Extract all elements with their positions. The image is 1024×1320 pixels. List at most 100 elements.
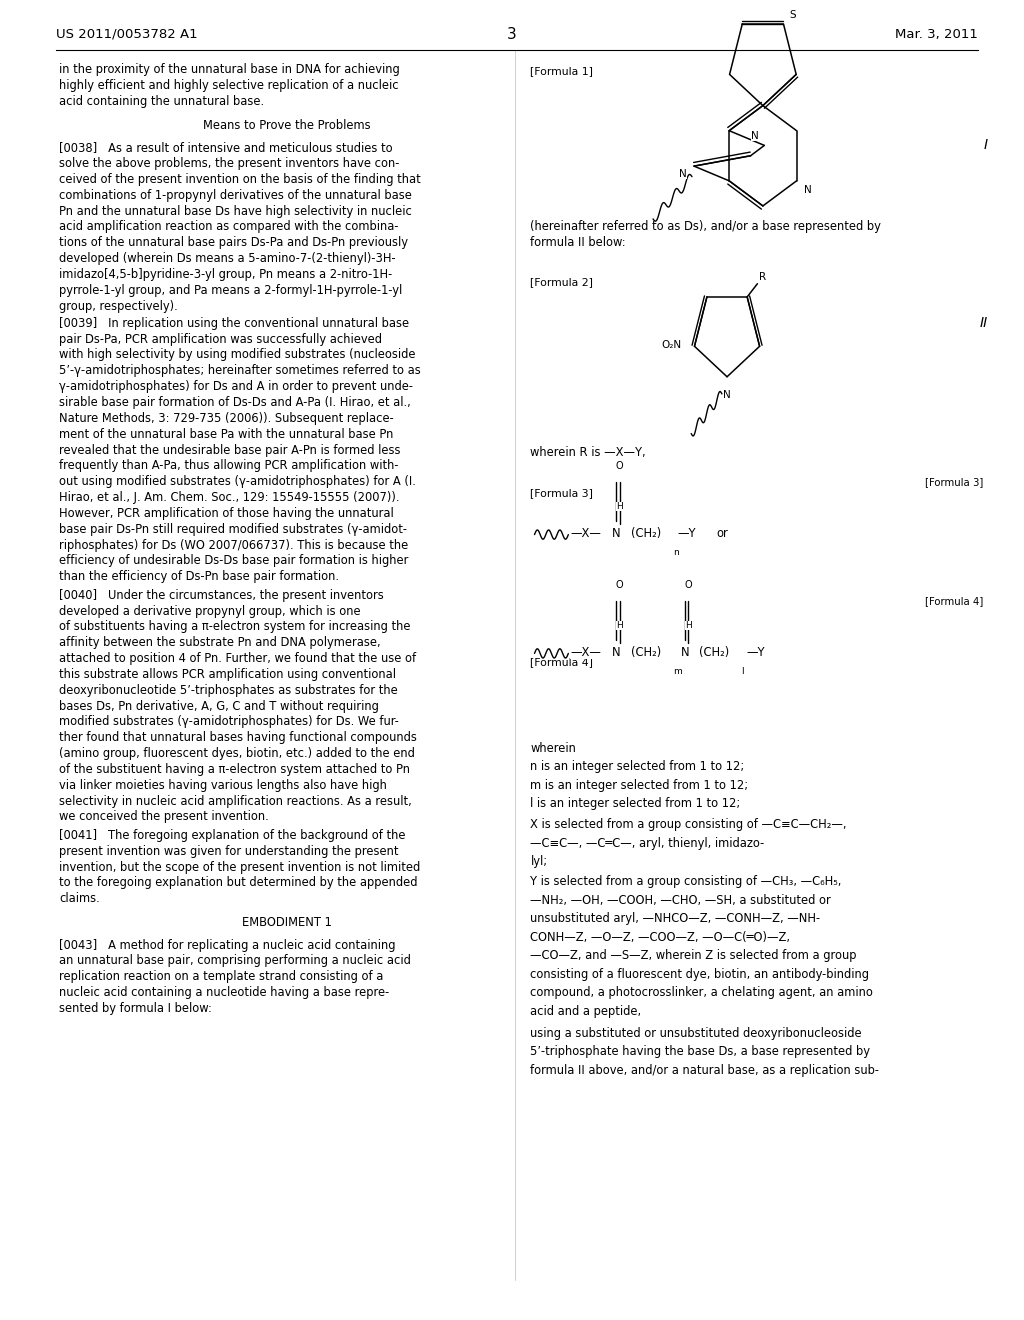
- Text: N: N: [679, 169, 687, 178]
- Text: acid amplification reaction as compared with the combina-: acid amplification reaction as compared …: [59, 220, 399, 234]
- Text: or: or: [717, 527, 728, 540]
- Text: —CO—Z, and —S—Z, wherein Z is selected from a group: —CO—Z, and —S—Z, wherein Z is selected f…: [530, 949, 857, 962]
- Text: N: N: [804, 185, 811, 195]
- Text: [Formula 3]: [Formula 3]: [530, 488, 594, 499]
- Text: —NH₂, —OH, —COOH, —CHO, —SH, a substituted or: —NH₂, —OH, —COOH, —CHO, —SH, a substitut…: [530, 894, 831, 907]
- Text: combinations of 1-propynyl derivatives of the unnatural base: combinations of 1-propynyl derivatives o…: [59, 189, 413, 202]
- Text: attached to position 4 of Pn. Further, we found that the use of: attached to position 4 of Pn. Further, w…: [59, 652, 417, 665]
- Text: H: H: [616, 502, 623, 511]
- Text: base pair Ds-Pn still required modified substrates (γ-amidot-: base pair Ds-Pn still required modified …: [59, 523, 408, 536]
- Text: O₂N: O₂N: [662, 341, 681, 350]
- Text: acid containing the unnatural base.: acid containing the unnatural base.: [59, 95, 264, 108]
- Text: —C≡C—, —C═C—, aryl, thienyl, imidazo-: —C≡C—, —C═C—, aryl, thienyl, imidazo-: [530, 837, 765, 850]
- Text: [Formula 2]: [Formula 2]: [530, 277, 594, 288]
- Text: affinity between the substrate Pn and DNA polymerase,: affinity between the substrate Pn and DN…: [59, 636, 381, 649]
- Text: acid and a peptide,: acid and a peptide,: [530, 1005, 642, 1018]
- Text: revealed that the undesirable base pair A-Pn is formed less: revealed that the undesirable base pair …: [59, 444, 400, 457]
- Text: —X—: —X—: [570, 645, 601, 659]
- Text: N: N: [612, 645, 621, 659]
- Text: m is an integer selected from 1 to 12;: m is an integer selected from 1 to 12;: [530, 779, 749, 792]
- Text: 5’-γ-amidotriphosphates; hereinafter sometimes referred to as: 5’-γ-amidotriphosphates; hereinafter som…: [59, 364, 421, 378]
- Text: ther found that unnatural bases having functional compounds: ther found that unnatural bases having f…: [59, 731, 417, 744]
- Text: out using modified substrates (γ-amidotriphosphates) for A (I.: out using modified substrates (γ-amidotr…: [59, 475, 417, 488]
- Text: bases Ds, Pn derivative, A, G, C and T without requiring: bases Ds, Pn derivative, A, G, C and T w…: [59, 700, 379, 713]
- Text: of the substituent having a π-electron system attached to Pn: of the substituent having a π-electron s…: [59, 763, 411, 776]
- Text: wherein R is —X—Y,: wherein R is —X—Y,: [530, 446, 646, 459]
- Text: wherein: wherein: [530, 742, 577, 755]
- Text: pyrrole-1-yl group, and Pa means a 2-formyl-1H-pyrrole-1-yl: pyrrole-1-yl group, and Pa means a 2-for…: [59, 284, 402, 297]
- Text: n: n: [673, 548, 679, 557]
- Text: selectivity in nucleic acid amplification reactions. As a result,: selectivity in nucleic acid amplificatio…: [59, 795, 412, 808]
- Text: l: l: [741, 667, 744, 676]
- Text: Mar. 3, 2011: Mar. 3, 2011: [895, 28, 978, 41]
- Text: S: S: [790, 11, 797, 20]
- Text: in the proximity of the unnatural base in DNA for achieving: in the proximity of the unnatural base i…: [59, 63, 400, 77]
- Text: I: I: [984, 139, 988, 152]
- Text: of substituents having a π-electron system for increasing the: of substituents having a π-electron syst…: [59, 620, 411, 634]
- Text: H: H: [685, 620, 691, 630]
- Text: N: N: [681, 645, 689, 659]
- Text: O: O: [615, 579, 624, 590]
- Text: N: N: [723, 389, 731, 400]
- Text: [0040]   Under the circumstances, the present inventors: [0040] Under the circumstances, the pres…: [59, 589, 384, 602]
- Text: modified substrates (γ-amidotriphosphates) for Ds. We fur-: modified substrates (γ-amidotriphosphate…: [59, 715, 399, 729]
- Text: O: O: [684, 579, 692, 590]
- Text: H: H: [616, 620, 623, 630]
- Text: unsubstituted aryl, —NHCO—Z, —CONH—Z, —NH-: unsubstituted aryl, —NHCO—Z, —CONH—Z, —N…: [530, 912, 820, 925]
- Text: Nature Methods, 3: 729-735 (2006)). Subsequent replace-: Nature Methods, 3: 729-735 (2006)). Subs…: [59, 412, 394, 425]
- Text: [0038]   As a result of intensive and meticulous studies to: [0038] As a result of intensive and meti…: [59, 141, 393, 154]
- Text: an unnatural base pair, comprising performing a nucleic acid: an unnatural base pair, comprising perfo…: [59, 954, 412, 968]
- Text: present invention was given for understanding the present: present invention was given for understa…: [59, 845, 399, 858]
- Text: (CH₂): (CH₂): [631, 645, 662, 659]
- Text: [0043]   A method for replicating a nucleic acid containing: [0043] A method for replicating a nuclei…: [59, 939, 396, 952]
- Text: 5’-triphosphate having the base Ds, a base represented by: 5’-triphosphate having the base Ds, a ba…: [530, 1045, 870, 1059]
- Text: we conceived the present invention.: we conceived the present invention.: [59, 810, 269, 824]
- Text: Y is selected from a group consisting of —CH₃, —C₆H₅,: Y is selected from a group consisting of…: [530, 875, 842, 888]
- Text: imidazo[4,5-b]pyridine-3-yl group, Pn means a 2-nitro-1H-: imidazo[4,5-b]pyridine-3-yl group, Pn me…: [59, 268, 392, 281]
- Text: group, respectively).: group, respectively).: [59, 300, 178, 313]
- Text: than the efficiency of Ds-Pn base pair formation.: than the efficiency of Ds-Pn base pair f…: [59, 570, 339, 583]
- Text: n is an integer selected from 1 to 12;: n is an integer selected from 1 to 12;: [530, 760, 744, 774]
- Text: γ-amidotriphosphates) for Ds and A in order to prevent unde-: γ-amidotriphosphates) for Ds and A in or…: [59, 380, 414, 393]
- Text: (hereinafter referred to as Ds), and/or a base represented by: (hereinafter referred to as Ds), and/or …: [530, 220, 882, 234]
- Text: X is selected from a group consisting of —C≡C—CH₂—,: X is selected from a group consisting of…: [530, 818, 847, 832]
- Text: claims.: claims.: [59, 892, 100, 906]
- Text: —Y: —Y: [746, 645, 765, 659]
- Text: efficiency of undesirable Ds-Ds base pair formation is higher: efficiency of undesirable Ds-Ds base pai…: [59, 554, 409, 568]
- Text: invention, but the scope of the present invention is not limited: invention, but the scope of the present …: [59, 861, 421, 874]
- Text: N: N: [612, 527, 621, 540]
- Text: this substrate allows PCR amplification using conventional: this substrate allows PCR amplification …: [59, 668, 396, 681]
- Text: using a substituted or unsubstituted deoxyribonucleoside: using a substituted or unsubstituted deo…: [530, 1027, 862, 1040]
- Text: R: R: [760, 272, 767, 282]
- Text: —X—: —X—: [570, 527, 601, 540]
- Text: N: N: [752, 132, 759, 141]
- Text: [0039]   In replication using the conventional unnatural base: [0039] In replication using the conventi…: [59, 317, 410, 330]
- Text: to the foregoing explanation but determined by the appended: to the foregoing explanation but determi…: [59, 876, 418, 890]
- Text: riphosphates) for Ds (WO 2007/066737). This is because the: riphosphates) for Ds (WO 2007/066737). T…: [59, 539, 409, 552]
- Text: [Formula 4]: [Formula 4]: [925, 595, 983, 606]
- Text: [Formula 1]: [Formula 1]: [530, 66, 594, 77]
- Text: deoxyribonucleotide 5’-triphosphates as substrates for the: deoxyribonucleotide 5’-triphosphates as …: [59, 684, 398, 697]
- Text: [Formula 3]: [Formula 3]: [925, 477, 983, 487]
- Text: via linker moieties having various lengths also have high: via linker moieties having various lengt…: [59, 779, 387, 792]
- Text: 3: 3: [507, 26, 517, 42]
- Text: pair Ds-Pa, PCR amplification was successfully achieved: pair Ds-Pa, PCR amplification was succes…: [59, 333, 382, 346]
- Text: consisting of a fluorescent dye, biotin, an antibody-binding: consisting of a fluorescent dye, biotin,…: [530, 968, 869, 981]
- Text: nucleic acid containing a nucleotide having a base repre-: nucleic acid containing a nucleotide hav…: [59, 986, 390, 999]
- Text: formula II above, and/or a natural base, as a replication sub-: formula II above, and/or a natural base,…: [530, 1064, 880, 1077]
- Text: solve the above problems, the present inventors have con-: solve the above problems, the present in…: [59, 157, 399, 170]
- Text: II: II: [980, 317, 988, 330]
- Text: lyl;: lyl;: [530, 855, 548, 869]
- Text: However, PCR amplification of those having the unnatural: However, PCR amplification of those havi…: [59, 507, 394, 520]
- Text: frequently than A-Pa, thus allowing PCR amplification with-: frequently than A-Pa, thus allowing PCR …: [59, 459, 399, 473]
- Text: ment of the unnatural base Pa with the unnatural base Pn: ment of the unnatural base Pa with the u…: [59, 428, 394, 441]
- Text: (amino group, fluorescent dyes, biotin, etc.) added to the end: (amino group, fluorescent dyes, biotin, …: [59, 747, 416, 760]
- Text: CONH—Z, —O—Z, —COO—Z, —O—C(═O)—Z,: CONH—Z, —O—Z, —COO—Z, —O—C(═O)—Z,: [530, 931, 791, 944]
- Text: m: m: [673, 667, 682, 676]
- Text: replication reaction on a template strand consisting of a: replication reaction on a template stran…: [59, 970, 384, 983]
- Text: sented by formula I below:: sented by formula I below:: [59, 1002, 212, 1015]
- Text: compound, a photocrosslinker, a chelating agent, an amino: compound, a photocrosslinker, a chelatin…: [530, 986, 873, 999]
- Text: US 2011/0053782 A1: US 2011/0053782 A1: [56, 28, 198, 41]
- Text: tions of the unnatural base pairs Ds-Pa and Ds-Pn previously: tions of the unnatural base pairs Ds-Pa …: [59, 236, 409, 249]
- Text: Pn and the unnatural base Ds have high selectivity in nucleic: Pn and the unnatural base Ds have high s…: [59, 205, 413, 218]
